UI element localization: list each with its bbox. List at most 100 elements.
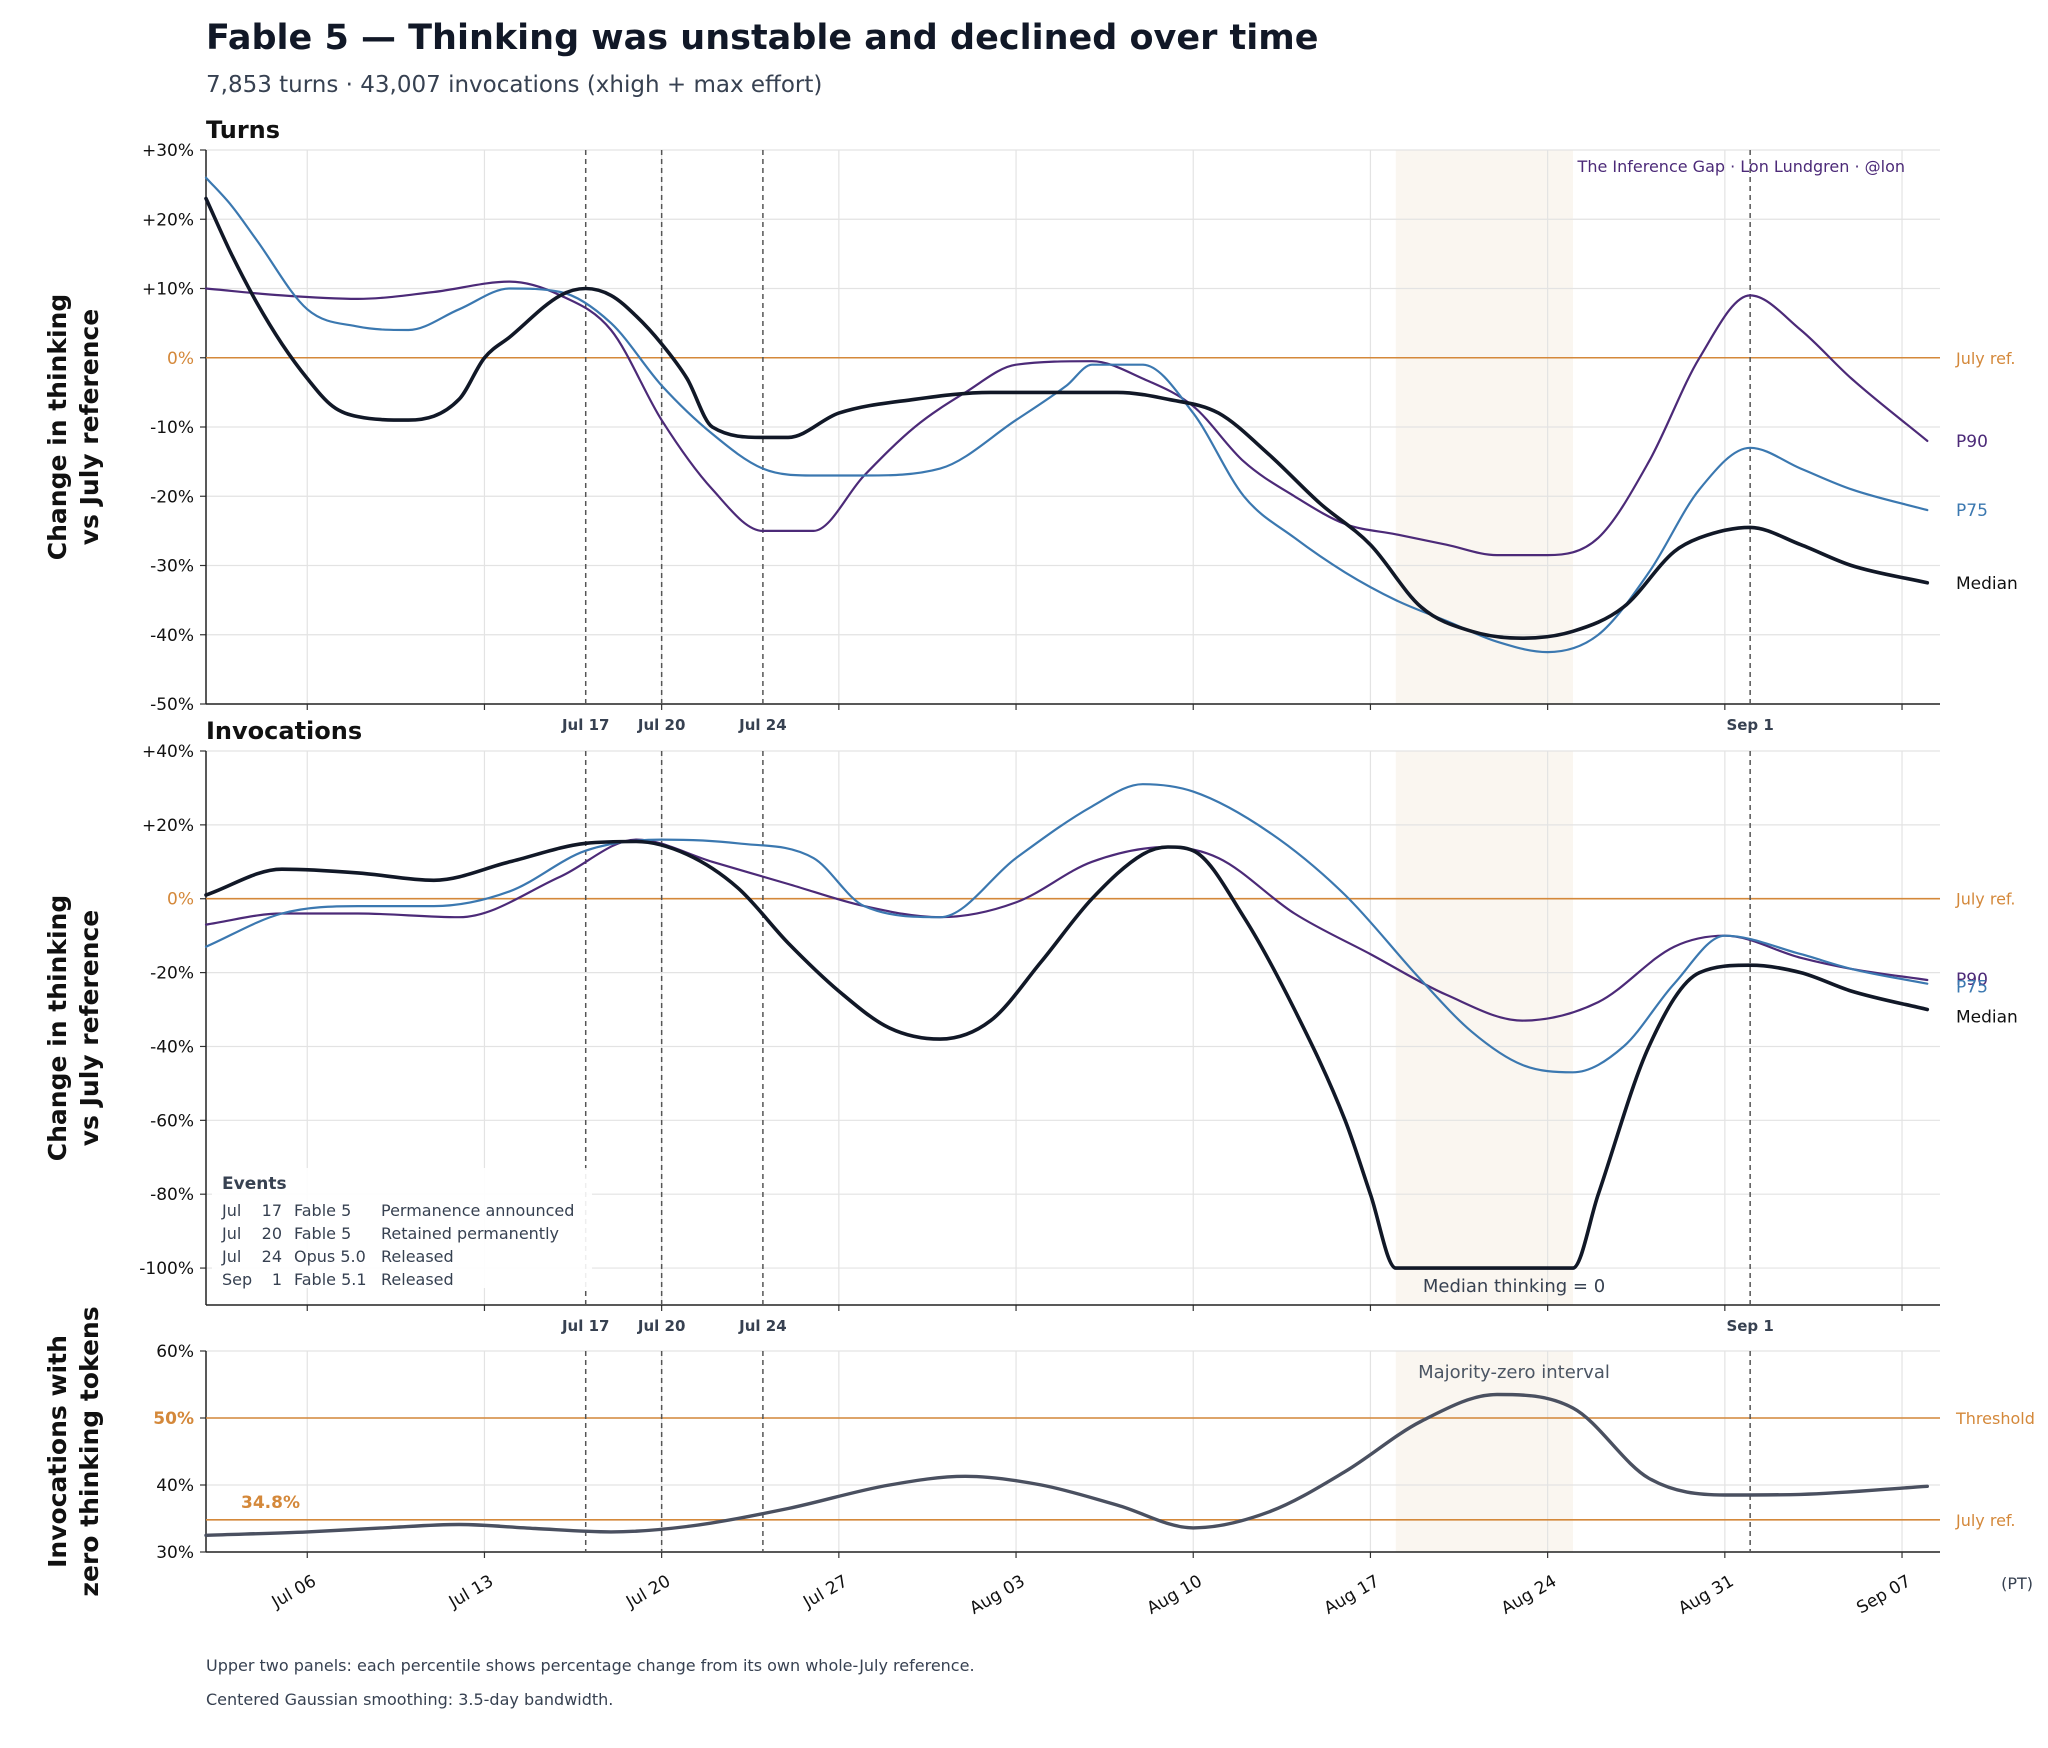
y-tick-label: +40% [142, 742, 194, 762]
july-reference-label: July ref. [1955, 349, 2015, 368]
panel-title: Invocations [206, 717, 362, 745]
y-tick-label: -50% [150, 695, 194, 715]
events-row: Jul 17 Fable 5 Permanence announced [221, 1201, 574, 1220]
y-tick-label: +30% [142, 141, 194, 161]
event-label: Jul 20 [637, 1317, 686, 1335]
series-label-p75: P75 [1956, 501, 1988, 521]
event-label: Jul 24 [738, 1317, 787, 1335]
x-tick-label: Aug 17 [1321, 1571, 1383, 1618]
y-tick-label: 50% [153, 1409, 194, 1429]
y-tick-label: -20% [150, 964, 194, 984]
series-p75-line [204, 783, 1929, 1074]
y-tick-label: 0% [167, 890, 194, 910]
majority-zero-shade [1395, 1351, 1573, 1552]
y-tick-label: -20% [150, 487, 194, 507]
events-row-day: 17 [262, 1201, 282, 1220]
y-tick-label: 60% [156, 1342, 194, 1362]
series-p90-line [204, 280, 1929, 557]
y-tick-label: -100% [139, 1259, 194, 1279]
events-row-model: Opus 5.0 [294, 1247, 366, 1266]
x-tick-label: Jul 13 [445, 1571, 497, 1613]
events-row-day: 1 [272, 1270, 282, 1289]
y-tick-label: +10% [142, 280, 194, 300]
y-tick-label: 0% [167, 349, 194, 369]
figure-subtitle: 7,853 turns · 43,007 invocations (xhigh … [206, 72, 823, 98]
events-box-title: Events [222, 1174, 287, 1194]
invocations-panel: +40% +20% 0% -20% -40% -60% -80% -100% July ref.… [43, 717, 2018, 1335]
events-row-event: Released [381, 1270, 454, 1289]
events-row-event: Released [381, 1247, 454, 1266]
event-label: Jul 17 [561, 716, 610, 734]
series-p75-line [204, 176, 1929, 654]
y-axis-label: Change in thinking vs July reference [43, 895, 104, 1161]
y-axis-label-line: vs July reference [75, 309, 104, 546]
y-axis-label: Invocations with zero thinking tokens [43, 1306, 104, 1596]
x-tick-label: Jul 20 [622, 1571, 674, 1613]
series-label-median: Median [1956, 574, 2018, 594]
events-row-day: 20 [262, 1224, 282, 1243]
y-axis-label-line: Change in thinking [43, 294, 72, 560]
events-row-day: 24 [262, 1247, 282, 1266]
series-median-line [204, 196, 1930, 640]
y-axis-label: Change in thinking vs July reference [43, 294, 104, 560]
y-axis-label-line: Invocations with [43, 1335, 72, 1568]
events-row-event: Retained permanently [381, 1224, 559, 1243]
events-row-month: Sep [222, 1270, 252, 1289]
majority-zero-shade [1395, 751, 1573, 1305]
series-label-median: Median [1956, 1008, 2018, 1028]
events-row: Sep 1 Fable 5.1 Released [222, 1270, 454, 1289]
y-axis-label-line: zero thinking tokens [75, 1306, 104, 1596]
threshold-label: Threshold [1955, 1409, 2035, 1428]
y-tick-label: -80% [150, 1185, 194, 1205]
y-axis-label-line: vs July reference [75, 910, 104, 1147]
events-box-bg [212, 1168, 592, 1288]
events-row-model: Fable 5 [294, 1201, 351, 1220]
figure-title: Fable 5 — Thinking was unstable and decl… [206, 18, 1319, 58]
y-tick-label: -60% [150, 1111, 194, 1131]
x-tick-label: Sep 07 [1853, 1571, 1914, 1618]
x-tick-label: Aug 10 [1144, 1571, 1206, 1618]
series-label-p90: P90 [1956, 432, 1988, 452]
y-tick-label: 40% [156, 1476, 194, 1496]
x-tick-label: Aug 31 [1675, 1571, 1737, 1618]
footnote-1: Upper two panels: each percentile shows … [206, 1656, 975, 1675]
series-p90-line [204, 838, 1929, 1022]
july-reference-label: July ref. [1955, 890, 2015, 909]
x-tick-label: Aug 24 [1498, 1571, 1560, 1618]
events-row-month: Jul [221, 1201, 241, 1220]
events-row-model: Fable 5 [294, 1224, 351, 1243]
events-row-month: Jul [221, 1247, 241, 1266]
y-tick-label: -10% [150, 418, 194, 438]
event-label: Sep 1 [1726, 716, 1773, 734]
events-row: Jul 20 Fable 5 Retained permanently [221, 1224, 559, 1243]
x-tick-label: Jul 06 [268, 1571, 320, 1613]
july-reference-value: 34.8% [241, 1493, 300, 1513]
y-axis-label-line: Change in thinking [43, 895, 72, 1161]
median-zero-annotation: Median thinking = 0 [1423, 1276, 1605, 1297]
credit-text: The Inference Gap · Lon Lundgren · @lon [1577, 157, 1905, 176]
july-reference-label: July ref. [1955, 1511, 2015, 1530]
event-label: Sep 1 [1726, 1317, 1773, 1335]
panel-title: Turns [206, 116, 280, 144]
turns-panel: +30% +20% +10% 0% -10% -20% -30% -40% -50% July r… [43, 116, 2018, 734]
events-row-model: Fable 5.1 [294, 1270, 367, 1289]
event-label: Jul 24 [738, 716, 787, 734]
timezone-label: (PT) [2001, 1574, 2033, 1593]
series-zero-share-line [204, 1392, 1929, 1537]
zero-thinking-panel: Jul 06 Jul 13 Jul 20 Jul 27 Aug 03 Aug 10 Aug … [43, 1306, 2035, 1618]
y-tick-label: -30% [150, 557, 194, 577]
y-tick-label: +20% [142, 816, 194, 836]
y-tick-label: 30% [156, 1543, 194, 1563]
event-label: Jul 20 [637, 716, 686, 734]
event-label: Jul 17 [561, 1317, 610, 1335]
series-label-p75: P75 [1956, 978, 1988, 998]
footnote-2: Centered Gaussian smoothing: 3.5-day ban… [206, 1690, 614, 1709]
series-label-p90: P90 [1956, 970, 1988, 990]
majority-zero-annotation: Majority-zero interval [1418, 1362, 1610, 1383]
y-tick-label: -40% [150, 626, 194, 646]
events-row: Jul 24 Opus 5.0 Released [221, 1247, 454, 1266]
y-tick-label: -40% [150, 1037, 194, 1057]
x-tick-label: Aug 03 [966, 1571, 1028, 1618]
